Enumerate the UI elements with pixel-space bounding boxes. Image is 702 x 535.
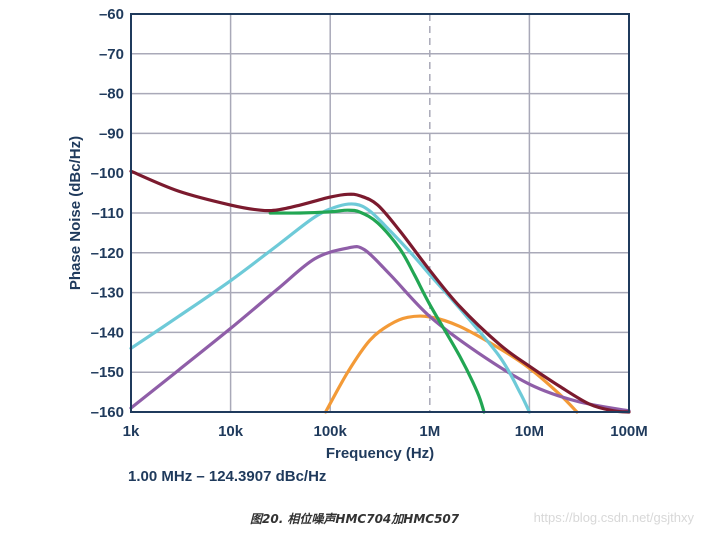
y-tick-label: –60 [99, 6, 124, 23]
y-tick-label: –160 [91, 404, 124, 421]
x-tick-label: 1k [123, 423, 140, 440]
x-tick-label: 100M [610, 423, 648, 440]
y-tick-label: –140 [91, 324, 124, 341]
marker-readout: 1.00 MHz – 124.3907 dBc/Hz [128, 468, 327, 485]
series-line-pll [129, 202, 531, 414]
tick-labels: –60 –70 –80 –90 –100 –110 –120 –130 –140 –150 –160… [91, 6, 648, 440]
series-line-total [129, 169, 631, 414]
x-tick-label: 10M [515, 423, 544, 440]
y-tick-label: –150 [91, 364, 124, 381]
watermark-url: https://blog.csdn.net/gsjthxy [533, 510, 694, 525]
y-tick-label: –80 [99, 86, 124, 103]
y-tick-label: –120 [91, 245, 124, 262]
series-line-reference [268, 208, 486, 414]
y-tick-label: –130 [91, 285, 124, 302]
plot-frame [130, 13, 630, 413]
x-tick-label: 1M [419, 423, 440, 440]
series-layer [129, 169, 631, 414]
series-line-vco [129, 244, 631, 413]
figure-caption: 图20. 相位噪声HMC704加HMC507 [250, 512, 460, 526]
y-tick-label: –110 [91, 205, 124, 222]
y-axis-label: Phase Noise (dBc/Hz) [67, 136, 84, 290]
x-axis-label: Frequency (Hz) [326, 445, 434, 462]
x-tick-label: 100k [314, 423, 348, 440]
y-tick-label: –70 [99, 46, 124, 63]
x-tick-label: 10k [218, 423, 244, 440]
y-tick-label: –100 [91, 165, 124, 182]
y-tick-label: –90 [99, 125, 124, 142]
